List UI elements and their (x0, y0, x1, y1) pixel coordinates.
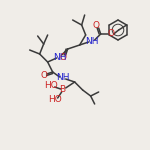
Text: O: O (40, 70, 47, 80)
Text: HO: HO (48, 96, 62, 105)
Text: O: O (59, 52, 66, 62)
Text: NH: NH (53, 52, 66, 62)
Text: B: B (60, 85, 66, 94)
Text: HO: HO (44, 81, 58, 90)
Text: NH: NH (85, 36, 98, 45)
Text: O: O (107, 30, 114, 39)
Text: O: O (92, 21, 99, 30)
Text: NH: NH (56, 74, 69, 82)
